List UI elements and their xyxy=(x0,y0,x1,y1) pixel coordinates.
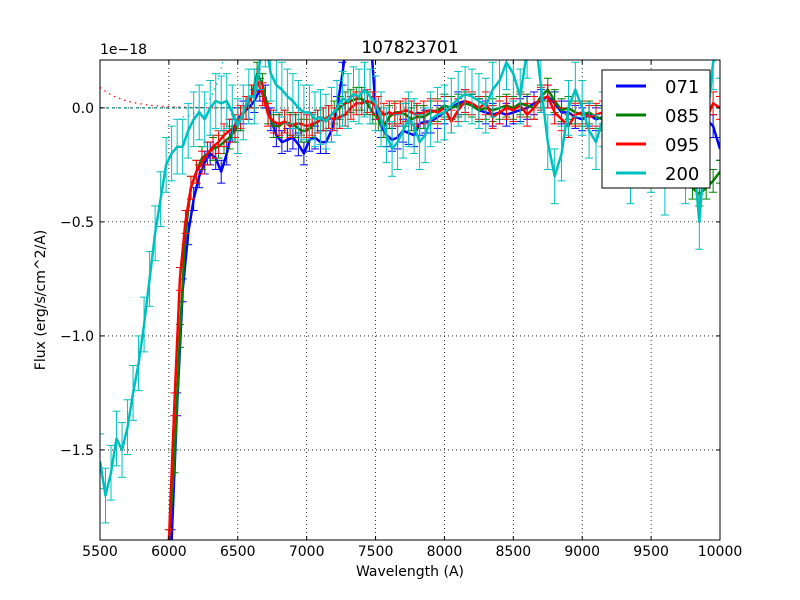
y-tick-label: −0.5 xyxy=(60,215,94,231)
x-tick-label: 8500 xyxy=(496,544,532,560)
cyan-reference-curve xyxy=(182,60,224,118)
legend-label: 095 xyxy=(665,135,699,156)
legend-label: 200 xyxy=(665,164,699,185)
legend-label: 085 xyxy=(665,106,699,127)
x-tick-label: 10000 xyxy=(698,544,743,560)
y-axis-label: Flux (erg/s/cm^2/A) xyxy=(33,230,49,370)
plot-frame xyxy=(99,59,721,541)
x-axis-label: Wavelength (A) xyxy=(356,564,464,580)
x-tick-label: 5500 xyxy=(82,544,118,560)
x-tick-label: 9000 xyxy=(564,544,600,560)
x-tick-label: 8000 xyxy=(427,544,463,560)
y-tick-label: 0.0 xyxy=(72,101,94,117)
reference-lines xyxy=(100,60,266,118)
y-tick-label: −1.5 xyxy=(60,443,94,459)
legend-box xyxy=(601,69,711,189)
y-offset-label: 1e−18 xyxy=(100,42,147,58)
x-tick-label: 6500 xyxy=(220,544,256,560)
legend: 071 085 095 200 xyxy=(601,69,711,189)
legend-label: 071 xyxy=(665,77,699,98)
chart-title: 107823701 xyxy=(361,38,458,58)
x-tick-label: 7000 xyxy=(289,544,325,560)
x-tick-label: 7500 xyxy=(358,544,394,560)
y-tick-label: −1.0 xyxy=(60,329,94,345)
x-tick-label: 6000 xyxy=(151,544,187,560)
x-tick-label: 9500 xyxy=(633,544,669,560)
axis-ticks: 5500 6000 6500 7000 7500 8000 8500 9000 9500 1000… xyxy=(60,60,742,560)
